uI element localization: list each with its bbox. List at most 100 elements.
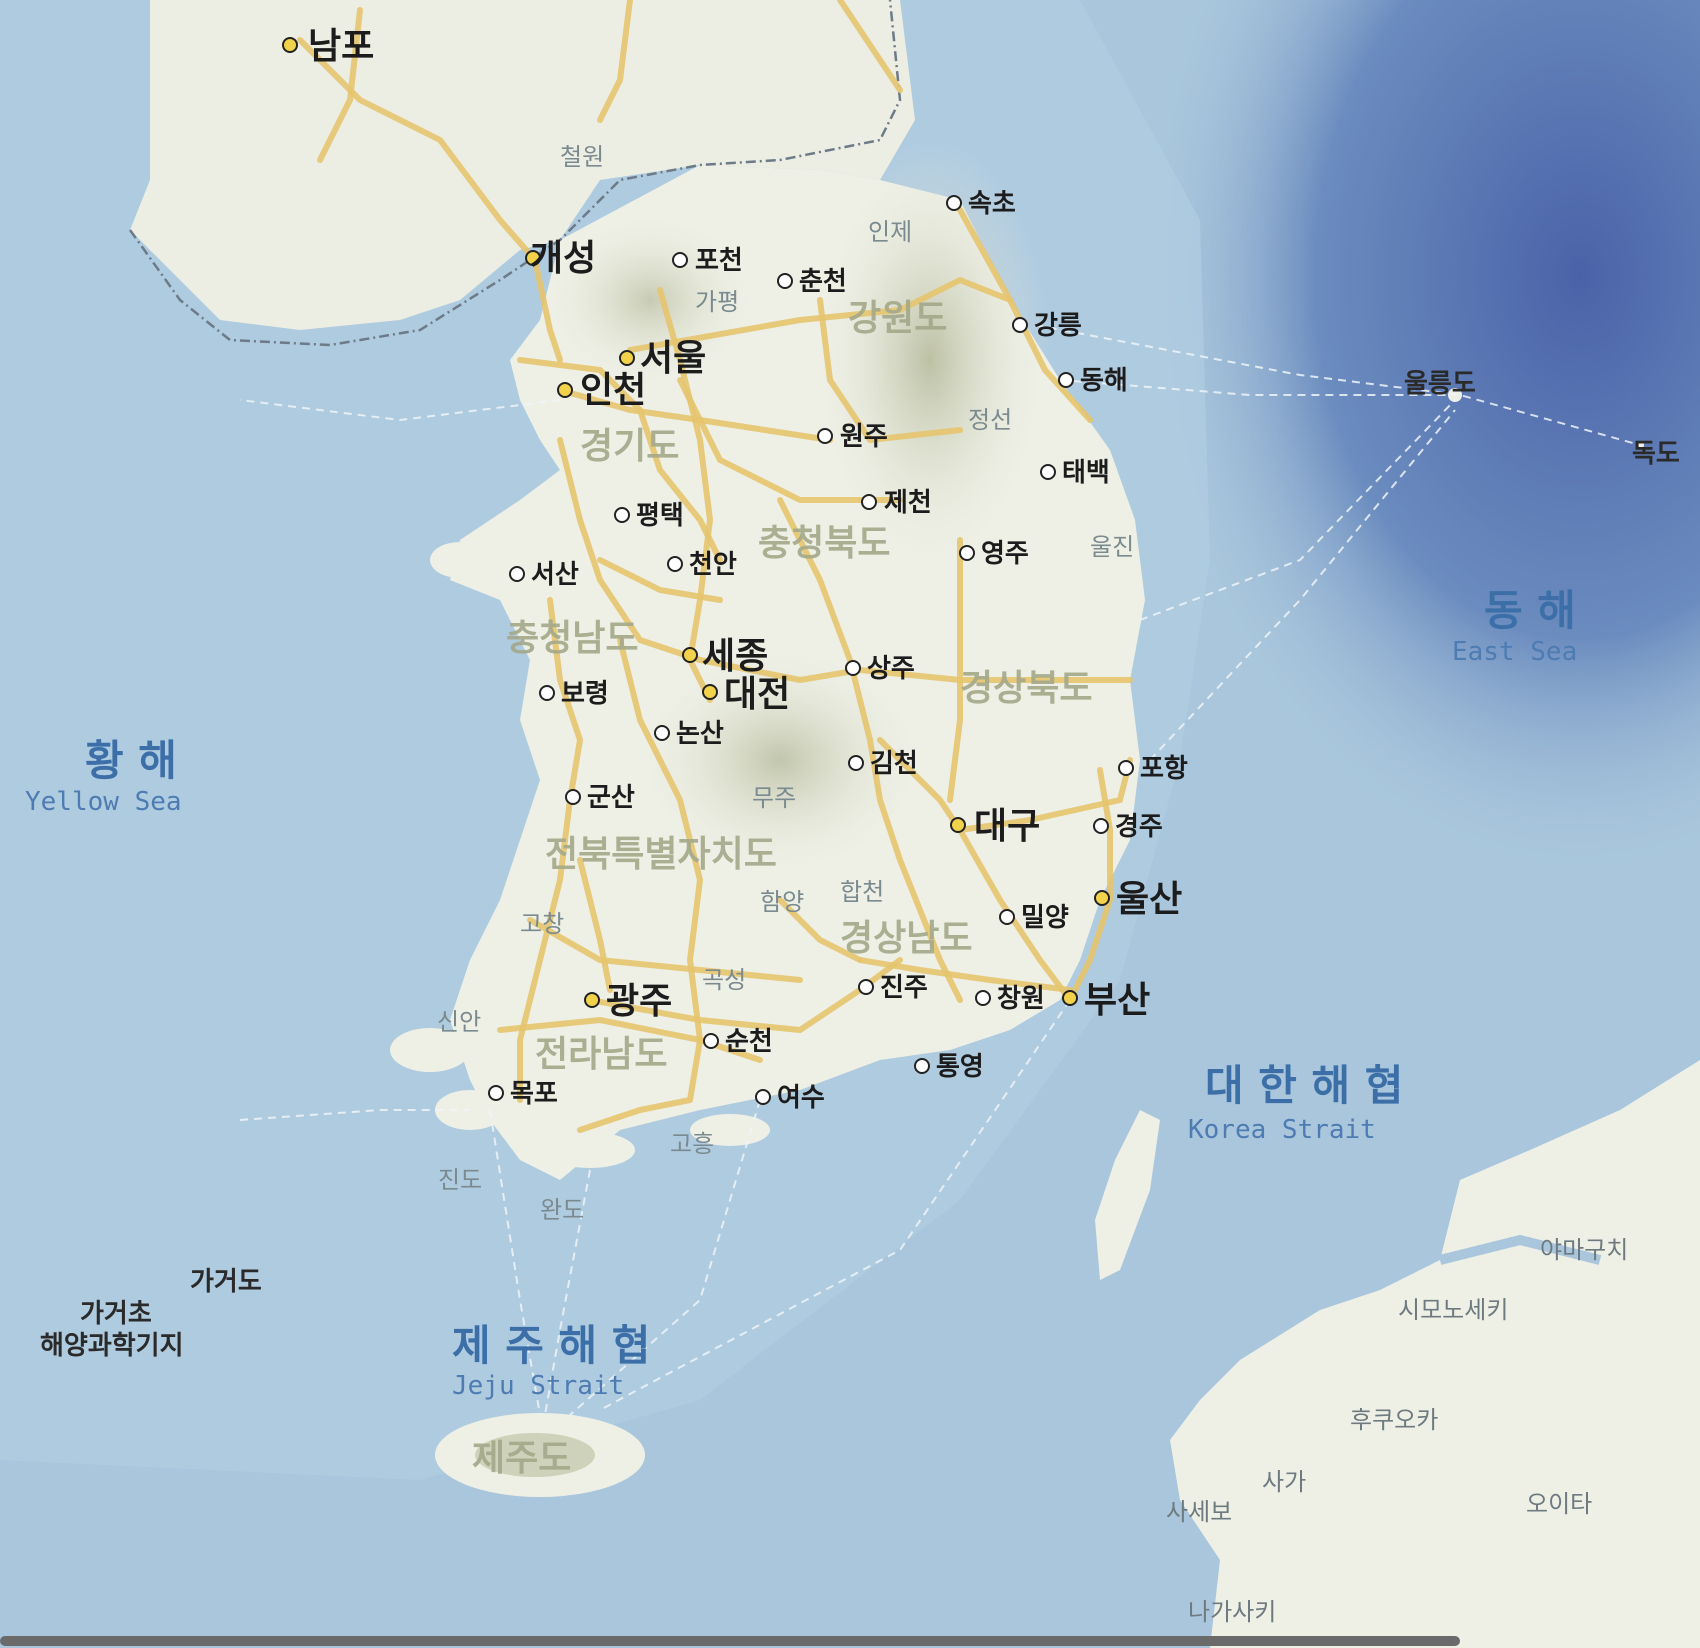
town-label-goheung: 고흥 bbox=[670, 1130, 714, 1158]
city-label-cheonan[interactable]: 천안 bbox=[689, 550, 737, 580]
city-label-jecheon[interactable]: 제천 bbox=[884, 488, 932, 518]
city-dot-seoul bbox=[619, 350, 635, 366]
city-label-pohang[interactable]: 포항 bbox=[1140, 754, 1188, 784]
city-label-miryang[interactable]: 밀양 bbox=[1021, 903, 1069, 933]
city-label-incheon[interactable]: 인천 bbox=[580, 370, 646, 411]
sea-label-jeju-strait-en: Jeju Strait bbox=[452, 1371, 624, 1401]
city-dot-seosan bbox=[509, 566, 525, 582]
island-label-ulleungdo[interactable]: 울릉도 bbox=[1404, 369, 1476, 399]
town-label-jeongseon: 정선 bbox=[968, 406, 1012, 434]
ferry-route-yeosu-jeju[interactable] bbox=[569, 1099, 761, 1416]
city-label-chuncheon[interactable]: 춘천 bbox=[799, 267, 847, 297]
city-label-taebaek[interactable]: 태백 bbox=[1062, 458, 1110, 488]
city-dot-tongyeong bbox=[914, 1058, 930, 1074]
city-label-suncheon[interactable]: 순천 bbox=[725, 1027, 773, 1057]
province-label-jeonbuk: 전북특별자치도 bbox=[545, 834, 777, 875]
city-label-gimcheon[interactable]: 김천 bbox=[870, 749, 918, 779]
ferry-route-busan-jeju[interactable] bbox=[599, 999, 1071, 1411]
city-dot-yeosu bbox=[755, 1089, 771, 1105]
city-label-changwon[interactable]: 창원 bbox=[997, 984, 1045, 1014]
city-label-busan[interactable]: 부산 bbox=[1084, 980, 1150, 1021]
city-label-sangju[interactable]: 상주 bbox=[867, 654, 915, 684]
city-dot-sangju bbox=[845, 660, 861, 676]
island-label-gageodo[interactable]: 가거도 bbox=[190, 1267, 262, 1297]
north-korea-land bbox=[130, 0, 915, 330]
japan-label-oita: 오이타 bbox=[1526, 1490, 1592, 1518]
city-label-mokpo[interactable]: 목포 bbox=[510, 1079, 558, 1109]
city-label-jinju[interactable]: 진주 bbox=[880, 973, 928, 1003]
sea-label-korea-strait-ko: 대 한 해 협 bbox=[1205, 1061, 1403, 1110]
island-label-dokdo[interactable]: 독도 bbox=[1632, 439, 1680, 469]
province-label-gyeonggi: 경기도 bbox=[580, 426, 679, 467]
city-label-gwangju[interactable]: 광주 bbox=[606, 981, 672, 1022]
city-label-yeongju[interactable]: 영주 bbox=[981, 539, 1029, 569]
city-label-donghae[interactable]: 동해 bbox=[1080, 366, 1128, 396]
dmz-border[interactable] bbox=[128, 0, 902, 347]
city-label-gunsan[interactable]: 군산 bbox=[587, 783, 635, 813]
town-label-uljin: 울진 bbox=[1090, 533, 1134, 561]
town-label-gochang: 고창 bbox=[520, 910, 564, 938]
ferry-route-busan-ulleung[interactable] bbox=[1149, 409, 1456, 761]
expressway-network[interactable] bbox=[297, 0, 1133, 1133]
province-label-gyeongbuk: 경상북도 bbox=[960, 668, 1092, 709]
city-dot-miryang bbox=[999, 909, 1015, 925]
ferry-route-pohang-ulleung[interactable] bbox=[1139, 399, 1456, 621]
horizontal-scrollbar[interactable] bbox=[0, 1636, 1460, 1646]
city-dot-pyeongtaek bbox=[614, 507, 630, 523]
city-label-yeosu[interactable]: 여수 bbox=[777, 1083, 825, 1113]
sea-label-jeju-strait-ko: 제 주 해 협 bbox=[452, 1321, 650, 1370]
japan-label-fukuoka: 후쿠오카 bbox=[1350, 1406, 1438, 1434]
city-dot-gunsan bbox=[565, 789, 581, 805]
city-dot-ulsan bbox=[1094, 890, 1110, 906]
city-label-gangneung[interactable]: 강릉 bbox=[1034, 311, 1082, 341]
island-label-gageocho-1[interactable]: 가거초 bbox=[80, 1299, 152, 1329]
town-label-muju: 무주 bbox=[752, 784, 796, 812]
city-label-pyeongtaek[interactable]: 평택 bbox=[636, 501, 684, 531]
city-label-nonsan[interactable]: 논산 bbox=[676, 719, 724, 749]
town-label-sinan: 신안 bbox=[437, 1008, 481, 1036]
city-dot-donghae bbox=[1058, 372, 1074, 388]
city-label-boryeong[interactable]: 보령 bbox=[561, 679, 609, 709]
city-label-tongyeong[interactable]: 통영 bbox=[936, 1052, 984, 1082]
city-dot-yeongju bbox=[959, 545, 975, 561]
minor-city-markers bbox=[488, 195, 1134, 1105]
city-dot-daejeon bbox=[702, 684, 718, 700]
city-label-wonju[interactable]: 원주 bbox=[840, 422, 888, 452]
city-dot-mokpo bbox=[488, 1085, 504, 1101]
city-dot-gimcheon bbox=[848, 755, 864, 771]
city-label-sokcho[interactable]: 속초 bbox=[968, 189, 1016, 219]
western-islands-2 bbox=[390, 1028, 470, 1072]
ferry-route-donghae-ulleung[interactable] bbox=[1059, 379, 1455, 396]
city-dot-sokcho bbox=[946, 195, 962, 211]
city-label-daegu[interactable]: 대구 bbox=[974, 806, 1040, 847]
tsushima-island bbox=[1095, 1110, 1160, 1280]
city-dot-jecheon bbox=[861, 494, 877, 510]
japan-label-yamaguchi: 야마구치 bbox=[1540, 1236, 1628, 1264]
ferry-route-west-sea[interactable] bbox=[239, 1109, 470, 1121]
ferry-route-mokpo-jeju[interactable] bbox=[489, 1109, 541, 1416]
city-label-seosan[interactable]: 서산 bbox=[531, 560, 579, 590]
province-label-jeju: 제주도 bbox=[472, 1438, 571, 1479]
city-label-pocheon[interactable]: 포천 bbox=[695, 246, 743, 276]
city-label-ulsan[interactable]: 울산 bbox=[1116, 879, 1182, 920]
city-label-daejeon[interactable]: 대전 bbox=[724, 674, 790, 715]
city-label-gyeongju[interactable]: 경주 bbox=[1115, 812, 1163, 842]
ferry-route-incheon-west[interactable] bbox=[239, 399, 561, 422]
city-label-nampo[interactable]: 남포 bbox=[308, 26, 374, 67]
city-label-kaesong[interactable]: 개성 bbox=[530, 238, 596, 279]
province-label-jeonnam: 전라남도 bbox=[535, 1034, 667, 1075]
city-dot-gangneung bbox=[1012, 317, 1028, 333]
island-label-gageocho-2[interactable]: 해양과학기지 bbox=[40, 1331, 184, 1361]
western-islands-1 bbox=[430, 542, 490, 578]
city-dot-nampo bbox=[282, 37, 298, 53]
major-city-markers bbox=[282, 37, 1110, 1008]
town-label-gapyeong: 가평 bbox=[695, 288, 739, 316]
city-label-seoul[interactable]: 서울 bbox=[640, 338, 706, 379]
city-label-sejong[interactable]: 세종 bbox=[702, 636, 768, 677]
sea-label-east-ko: 동 해 bbox=[1484, 586, 1576, 635]
sea-label-yellow-ko: 황 해 bbox=[85, 736, 177, 785]
city-dot-gyeongju bbox=[1093, 818, 1109, 834]
japan-land bbox=[1170, 1060, 1700, 1648]
ferry-route-gangneung-ulleung[interactable] bbox=[1034, 324, 1641, 446]
